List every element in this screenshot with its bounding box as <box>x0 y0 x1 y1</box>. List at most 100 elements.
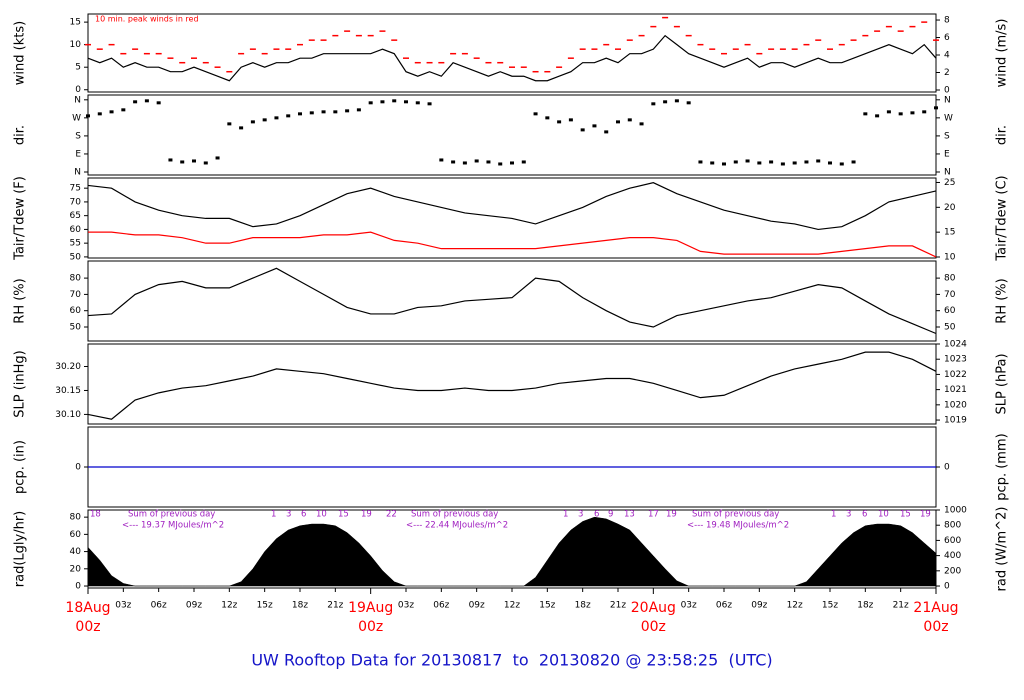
direction-point <box>674 99 679 103</box>
direction-point <box>498 162 503 166</box>
annotation: 6 <box>594 510 599 520</box>
annotation: 1 <box>563 510 568 520</box>
series-line <box>87 34 937 82</box>
date-label: 18Aug <box>65 600 110 616</box>
y2-tick-label: 1023 <box>944 355 967 365</box>
direction-point <box>203 161 208 165</box>
date-label: 21Aug <box>913 600 958 616</box>
radiation-area <box>87 516 937 587</box>
direction-point <box>133 100 138 104</box>
series-line <box>88 231 937 258</box>
panel-frame <box>87 260 937 342</box>
direction-point <box>274 116 279 120</box>
x-tick-label: 09z <box>751 601 767 611</box>
annotation: 10 min. peak winds in red <box>95 15 199 24</box>
y-tick-label: 50 <box>70 322 82 332</box>
y-tick-label: 60 <box>70 225 82 235</box>
y2-tick-label: N <box>944 167 951 177</box>
x-tick-label: 03z <box>398 601 414 611</box>
direction-point <box>651 102 656 106</box>
direction-point <box>592 124 597 128</box>
y-tick-label: 55 <box>70 239 81 249</box>
direction-point <box>392 99 397 103</box>
direction-point <box>415 101 420 105</box>
y-tick-label: 30.10 <box>55 410 81 420</box>
direction-point <box>309 111 314 115</box>
direction-point <box>121 108 126 112</box>
annotation: 6 <box>301 510 306 520</box>
direction-point <box>616 120 620 124</box>
y-tick-label: 75 <box>70 184 81 194</box>
direction-point <box>521 160 526 164</box>
direction-point <box>875 114 880 118</box>
direction-point <box>168 158 173 162</box>
annotation: 6 <box>862 510 867 520</box>
y-tick-label: 65 <box>70 211 81 221</box>
date-hour-label: 00z <box>923 619 948 635</box>
y-tick-label: N <box>74 95 81 105</box>
direction-point <box>792 161 797 165</box>
x-tick-label: 15z <box>822 601 838 611</box>
series-line <box>87 267 937 335</box>
direction-point <box>510 161 514 165</box>
y-tick-label: 80 <box>70 513 82 523</box>
y2-tick-label: 70 <box>944 290 956 300</box>
direction-point <box>934 106 938 110</box>
y-tick-label: 15 <box>70 18 81 28</box>
direction-point <box>427 102 432 106</box>
x-tick-label: 06z <box>151 601 167 611</box>
series-line <box>87 351 937 420</box>
y2-tick-label: 400 <box>944 551 961 561</box>
annotation: 3 <box>286 510 291 520</box>
annotation: 3 <box>846 510 851 520</box>
y2-tick-label: 1024 <box>944 340 967 350</box>
date-label: 20Aug <box>631 600 676 616</box>
y2-tick-label: 0 <box>944 463 950 473</box>
y2-tick-label: 600 <box>944 536 961 546</box>
direction-point <box>686 101 691 105</box>
y-tick-label: W <box>72 113 81 123</box>
y-tick-label: 60 <box>70 530 82 540</box>
x-tick-label: 21z <box>893 601 909 611</box>
y2-tick-label: E <box>944 149 950 159</box>
y-tick-label: 0 <box>75 85 81 95</box>
direction-point <box>816 159 821 163</box>
direction-point <box>745 159 750 163</box>
annotation: <--- 19.37 MJoules/m^2 <box>122 521 224 531</box>
direction-point <box>769 160 774 164</box>
direction-point <box>545 116 550 120</box>
annotation: 15 <box>900 510 911 520</box>
annotation: 13 <box>624 510 635 520</box>
x-tick-label: 21z <box>327 601 343 611</box>
y2-tick-label: 200 <box>944 566 961 576</box>
y2-tick-label: 80 <box>944 274 956 284</box>
annotation: Sum of previous day <box>692 510 779 520</box>
direction-point <box>333 110 338 114</box>
y-axis-label: RH (%) <box>13 278 28 323</box>
y-axis-label: dir. <box>13 125 28 145</box>
x-tick-label: 09z <box>186 601 202 611</box>
y2-tick-label: 1021 <box>944 385 967 395</box>
annotation: 15 <box>338 510 349 520</box>
direction-point <box>439 158 444 162</box>
direction-point <box>286 114 291 118</box>
y2-tick-label: 50 <box>944 322 956 332</box>
y-tick-label: E <box>75 149 81 159</box>
x-tick-label: 15z <box>257 601 273 611</box>
annotation: 19 <box>666 510 677 520</box>
direction-point <box>604 130 609 134</box>
direction-point <box>109 110 114 114</box>
y-tick-label: 70 <box>70 290 82 300</box>
direction-point <box>227 122 232 126</box>
x-tick-label: 18z <box>575 601 591 611</box>
direction-point <box>698 160 703 164</box>
annotation: 1 <box>271 510 276 520</box>
y-tick-label: 30.20 <box>55 362 81 372</box>
x-tick-label: 15z <box>539 601 555 611</box>
y-tick-label: 5 <box>75 63 81 73</box>
direction-point <box>780 162 785 166</box>
direction-point <box>922 110 927 114</box>
direction-point <box>804 160 809 164</box>
